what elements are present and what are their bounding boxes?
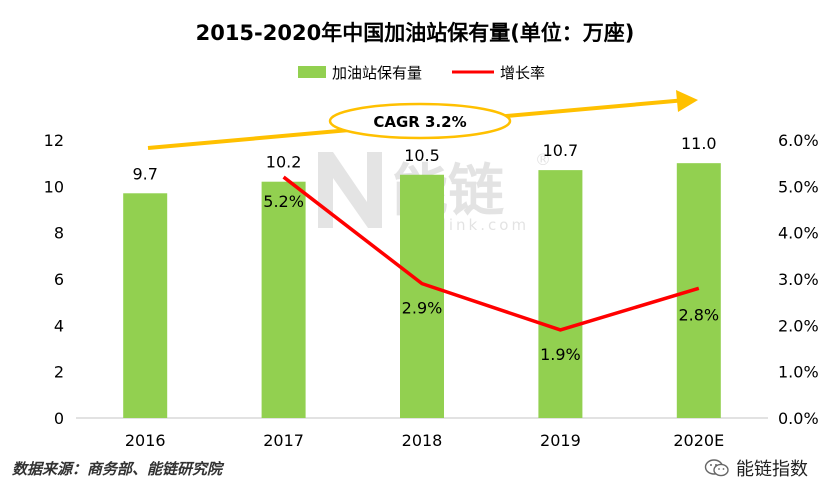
y-left-tick-label: 8 <box>54 224 64 243</box>
bar <box>261 181 306 418</box>
brand-name: 能链指数 <box>736 459 808 480</box>
axes: 0 2 4 6 8 10 12 0.0% 1.0% 2.0% 3.0% 4.0% 5.0% 6.0% 201… <box>44 131 819 450</box>
wechat-icon <box>704 459 729 477</box>
bar <box>538 170 583 418</box>
y-right-tick-label: 5.0% <box>778 177 819 196</box>
growth-value-label: 1.9% <box>540 345 581 364</box>
growth-line <box>282 175 700 332</box>
x-tick-label: 2019 <box>540 431 581 450</box>
bar-value-label: 10.7 <box>543 141 579 160</box>
growth-value-label: 2.8% <box>678 305 719 324</box>
bar <box>676 163 721 418</box>
bar-value-label: 9.7 <box>132 164 157 183</box>
y-left-tick-label: 10 <box>44 177 64 196</box>
y-right-tick-label: 2.0% <box>778 316 819 335</box>
x-tick-label: 2016 <box>125 431 166 450</box>
bar-value-label: 10.2 <box>266 153 302 172</box>
brand-mark: 能链指数 <box>704 455 808 481</box>
bars <box>123 163 721 418</box>
cagr-label: CAGR 3.2% <box>373 113 466 131</box>
legend-bar-label: 加油站保有量 <box>332 64 422 82</box>
source-note: 数据来源：商务部、能链研究院 <box>12 460 223 478</box>
growth-value-label: 5.2% <box>263 192 304 211</box>
y-left-tick-label: 12 <box>44 131 64 150</box>
bar-value-label: 10.5 <box>404 146 440 165</box>
data-labels: 9.7 10.2 10.5 10.7 11.0 5.2% 2.9% 1.9% 2.8% <box>132 134 719 364</box>
watermark-logo-icon <box>318 152 382 228</box>
y-left-tick-label: 6 <box>54 270 64 289</box>
bar <box>400 174 444 418</box>
y-right-tick-label: 0.0% <box>778 409 819 428</box>
y-left-tick-label: 4 <box>54 316 64 335</box>
y-right-tick-label: 3.0% <box>778 270 819 289</box>
watermark-mark: ® <box>535 150 551 169</box>
growth-line-path <box>282 175 700 332</box>
y-right-tick-label: 6.0% <box>778 131 819 150</box>
y-right-tick-label: 1.0% <box>778 363 819 382</box>
y-left-tick-label: 0 <box>54 409 64 428</box>
legend-line-label: 增长率 <box>500 64 545 82</box>
chart-title: 2015-2020年中国加油站保有量(单位：万座) <box>196 21 635 45</box>
cagr-ellipse <box>328 102 512 140</box>
cagr-arrow-head-icon <box>676 90 698 112</box>
x-tick-label: 2017 <box>263 431 304 450</box>
growth-value-label: 2.9% <box>402 299 443 318</box>
x-tick-label: 2020E <box>673 431 724 450</box>
bar-value-label: 11.0 <box>681 134 717 153</box>
legend-bar-swatch <box>298 66 326 78</box>
bar <box>123 193 168 418</box>
y-right-tick-label: 4.0% <box>778 224 819 243</box>
y-left-tick-label: 2 <box>54 363 64 382</box>
x-tick-label: 2018 <box>402 431 443 450</box>
cagr-annotation: CAGR 3.2% <box>147 90 698 150</box>
